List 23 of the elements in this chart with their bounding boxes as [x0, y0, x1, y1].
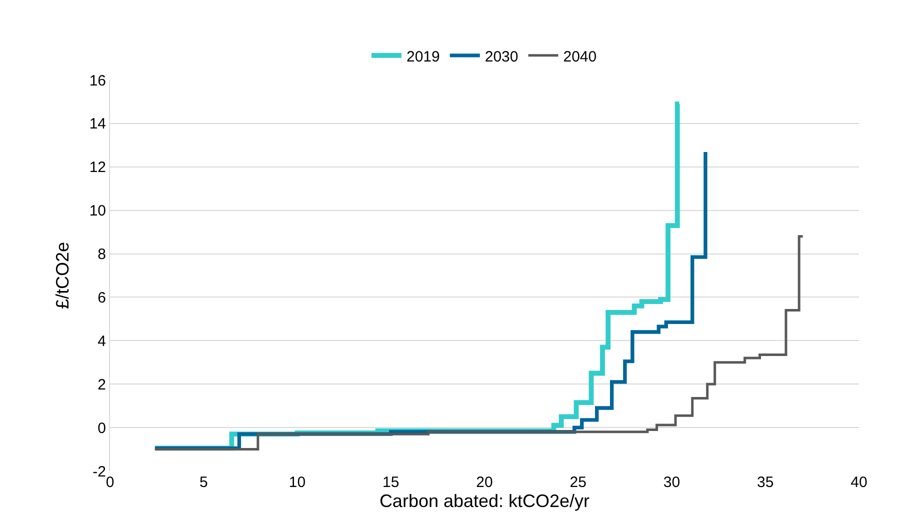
- x-tick-label: 40: [850, 474, 868, 491]
- x-tick-label: 10: [288, 474, 306, 491]
- x-axis-title: Carbon abated: ktCO2e/yr: [379, 491, 590, 512]
- legend-label: 2040: [563, 48, 597, 66]
- legend-label: 2019: [406, 48, 440, 66]
- x-tick-label: 25: [570, 474, 586, 491]
- x-tick-label: 15: [382, 474, 400, 491]
- x-tick-label: 35: [757, 474, 774, 491]
- x-tick-label: 20: [476, 474, 493, 491]
- y-tick-label: 10: [89, 202, 106, 220]
- y-tick-label: 4: [98, 332, 106, 350]
- y-tick-label: 16: [89, 72, 106, 90]
- x-tick-label: 5: [199, 474, 208, 491]
- legend-label: 2030: [484, 48, 518, 66]
- y-tick-label: 6: [98, 289, 106, 306]
- y-tick-label: 2: [98, 376, 106, 394]
- y-tick-label: 12: [89, 159, 106, 176]
- y-tick-label: -2: [92, 463, 106, 480]
- y-tick-label: 0: [98, 420, 106, 437]
- x-tick-label: 30: [663, 474, 680, 491]
- y-tick-label: 14: [89, 116, 106, 133]
- y-tick-label: 8: [98, 246, 106, 264]
- y-axis-title: £/tCO2e: [52, 242, 73, 310]
